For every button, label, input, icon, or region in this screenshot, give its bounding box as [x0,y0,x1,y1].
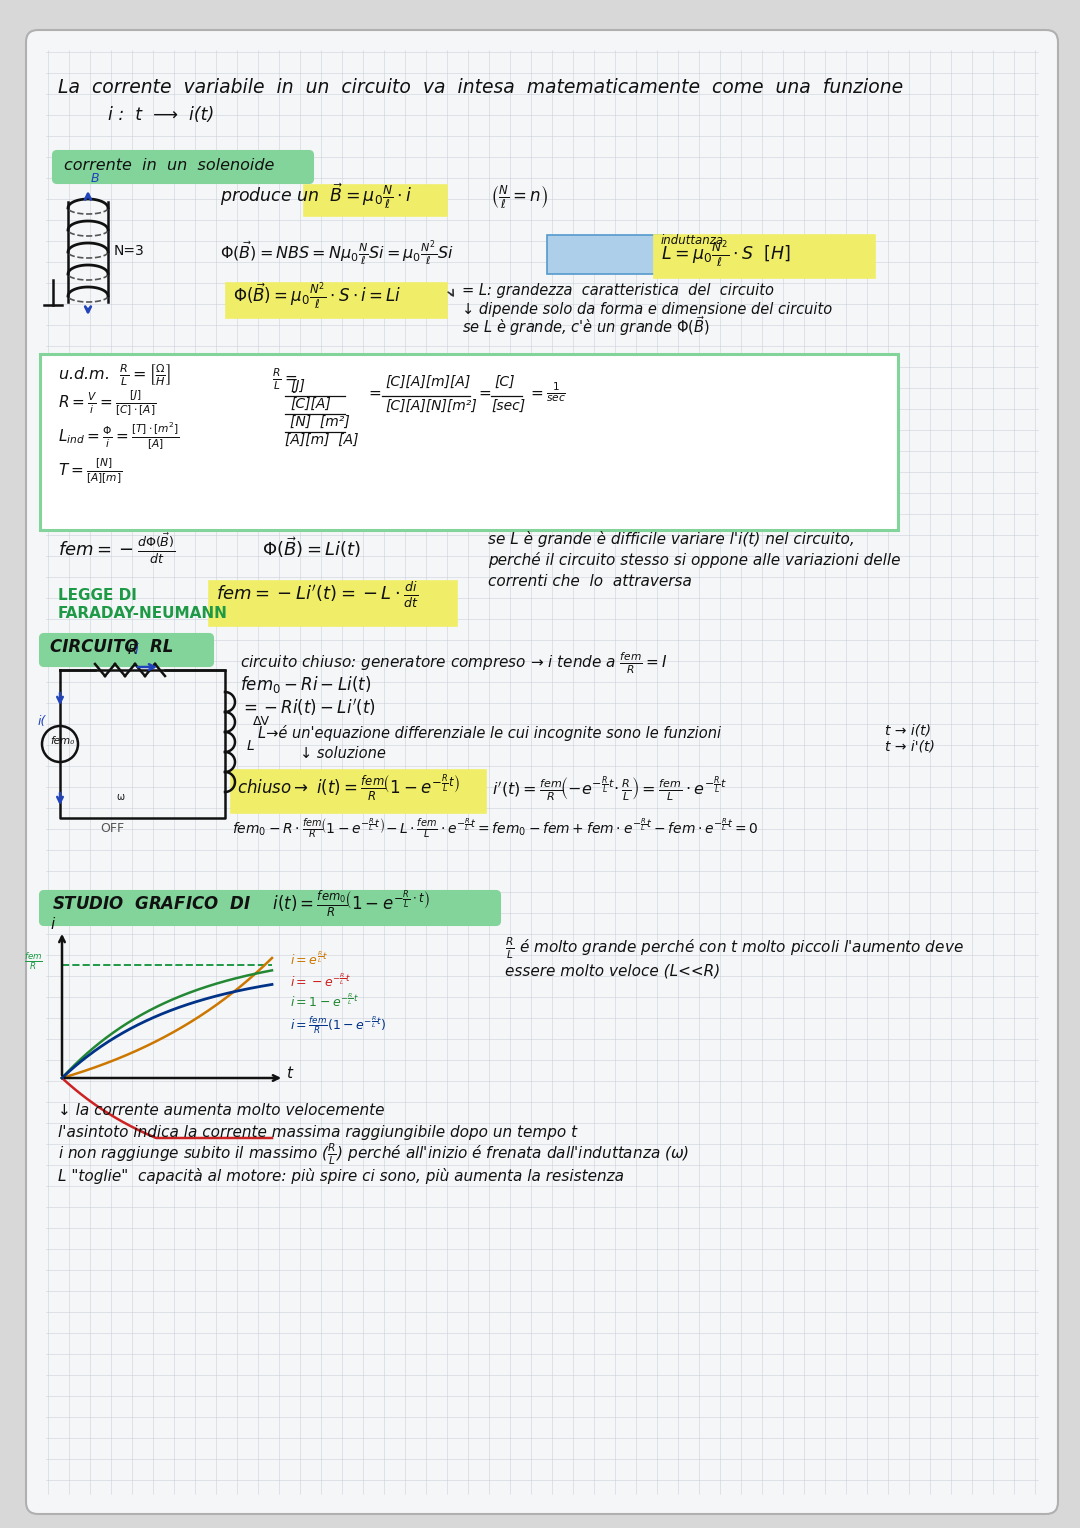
Text: [C]: [C] [494,374,514,390]
Text: $L_{ind}=\frac{\Phi}{i}=\frac{[T]\cdot[m^2]}{[A]}$: $L_{ind}=\frac{\Phi}{i}=\frac{[T]\cdot[m… [58,422,180,452]
Text: perché il circuito stesso si oppone alle variazioni delle: perché il circuito stesso si oppone alle… [488,552,901,568]
Text: ↓ soluzione: ↓ soluzione [300,746,386,761]
Text: $\frac{R}{L}=$: $\frac{R}{L}=$ [272,367,297,393]
Text: $fem_0-Ri-Li(t)$: $fem_0-Ri-Li(t)$ [240,674,372,695]
Text: $fem=-Li'(t)=-L\cdot\frac{di}{dt}$: $fem=-Li'(t)=-L\cdot\frac{di}{dt}$ [216,581,419,610]
Text: $fem_0-R\cdot\frac{fem}{R}\!\left(1-e^{-\frac{R}{L}t}\right)\!-L\cdot\frac{fem}{: $fem_0-R\cdot\frac{fem}{R}\!\left(1-e^{-… [232,817,758,840]
Text: [N]  [m²]: [N] [m²] [291,416,350,429]
Text: $\frac{1}{sec}$: $\frac{1}{sec}$ [546,380,566,405]
FancyBboxPatch shape [53,151,313,183]
Text: $i'(t)=\frac{fem}{R}\!\left(-e^{-\frac{R}{L}t}\!\cdot\frac{R}{L}\right)=\frac{fe: $i'(t)=\frac{fem}{R}\!\left(-e^{-\frac{R… [492,773,727,804]
Text: $\left(\frac{N}{\ell}=n\right)$: $\left(\frac{N}{\ell}=n\right)$ [490,183,548,211]
FancyBboxPatch shape [546,234,672,274]
Text: [sec]: [sec] [491,399,525,413]
FancyBboxPatch shape [26,31,1058,1514]
Text: i non raggiunge subito il massimo ($\frac{R}{L}$) perché all'inizio é frenata da: i non raggiunge subito il massimo ($\fra… [58,1141,689,1167]
Text: t → i'(t): t → i'(t) [885,740,935,753]
Text: $\Phi(\vec{B})=Li(t)$: $\Phi(\vec{B})=Li(t)$ [262,535,361,559]
Text: =: = [478,387,490,400]
Text: [C][A]: [C][A] [291,397,330,411]
Text: CIRCUITO  RL: CIRCUITO RL [50,639,174,656]
Text: induttanza: induttanza [661,234,724,248]
Text: t: t [286,1067,292,1080]
Text: l'asintoto indica la corrente massima raggiungibile dopo un tempo t: l'asintoto indica la corrente massima ra… [58,1125,577,1140]
FancyBboxPatch shape [40,634,213,666]
Text: $i=1-e^{-\frac{R}{L}t}$: $i=1-e^{-\frac{R}{L}t}$ [291,993,359,1010]
Text: [J]: [J] [291,379,305,393]
Text: i :  t  ⟶  i(t): i : t ⟶ i(t) [108,105,214,124]
Text: i(: i( [38,715,46,727]
FancyBboxPatch shape [208,581,457,625]
Text: STUDIO  GRAFICO  DI    $i(t)=\frac{fem_0}{R}\!\left(1-e^{-\frac{R}{L}\cdot t}\ri: STUDIO GRAFICO DI $i(t)=\frac{fem_0}{R}\… [52,888,430,918]
Text: $=-Ri(t)-Li'(t)$: $=-Ri(t)-Li'(t)$ [240,697,376,718]
Text: circuito chiuso: generatore compreso → i tende a $\frac{fem}{R}=I$: circuito chiuso: generatore compreso → i… [240,651,667,677]
Text: FARADAY-NEUMANN: FARADAY-NEUMANN [58,607,228,620]
Text: = L: grandezza  caratteristica  del  circuito: = L: grandezza caratteristica del circui… [462,283,774,298]
FancyBboxPatch shape [40,354,897,530]
Text: L "toglie"  capacità al motore: più spire ci sono, più aumenta la resistenza: L "toglie" capacità al motore: più spire… [58,1167,624,1184]
Text: ΔV: ΔV [253,715,270,727]
FancyBboxPatch shape [40,891,500,924]
Text: i: i [135,643,139,657]
Text: LEGGE DI: LEGGE DI [58,588,137,604]
Text: chiuso$\rightarrow$ $i(t)=\frac{fem}{R}\!\left(1-e^{-\frac{R}{L}t}\right)$: chiuso$\rightarrow$ $i(t)=\frac{fem}{R}\… [237,773,460,804]
Text: La  corrente  variabile  in  un  circuito  va  intesa  matematicamente  come  un: La corrente variabile in un circuito va … [58,78,903,96]
Text: produce un  $\vec{B}=\mu_0\frac{N}{\ell}\cdot i$: produce un $\vec{B}=\mu_0\frac{N}{\ell}\… [220,182,413,211]
Text: fem₀: fem₀ [50,736,75,746]
Text: $i=-e^{-\frac{R}{L}t}$: $i=-e^{-\frac{R}{L}t}$ [291,973,351,990]
Text: [C][A][m][A]: [C][A][m][A] [384,374,470,390]
Text: $i=e^{\frac{R}{L}t}$: $i=e^{\frac{R}{L}t}$ [291,950,328,969]
Text: $L=\mu_0\frac{N^2}{\ell}\cdot S\ \ [H]$: $L=\mu_0\frac{N^2}{\ell}\cdot S\ \ [H]$ [661,238,791,269]
Text: =: = [368,387,381,400]
Text: ↓ dipende solo da forma e dimensione del circuito: ↓ dipende solo da forma e dimensione del… [462,303,833,316]
Text: $\Phi(\vec{B})=\mu_0\frac{N^2}{\ell}\cdot S\cdot i=Li$: $\Phi(\vec{B})=\mu_0\frac{N^2}{\ell}\cdo… [233,281,402,312]
Text: $i=\frac{fem}{R}(1-e^{-\frac{R}{L}t})$: $i=\frac{fem}{R}(1-e^{-\frac{R}{L}t})$ [291,1013,386,1036]
FancyBboxPatch shape [226,283,446,318]
Text: B: B [91,173,99,185]
Text: se L è grande è difficile variare l'i(t) nel circuito,: se L è grande è difficile variare l'i(t)… [488,532,854,547]
Text: $fem=-\frac{d\Phi(\vec{B})}{dt}$: $fem=-\frac{d\Phi(\vec{B})}{dt}$ [58,532,176,565]
FancyBboxPatch shape [653,234,875,278]
Text: correnti che  lo  attraversa: correnti che lo attraversa [488,575,692,588]
Text: ↓ la corrente aumenta molto velocemente: ↓ la corrente aumenta molto velocemente [58,1103,384,1118]
Text: L: L [247,740,255,753]
Text: $\frac{R}{L}$ é molto grande perché con t molto piccoli l'aumento deve: $\frac{R}{L}$ é molto grande perché con … [505,935,963,961]
Text: $\frac{fem}{R}$: $\frac{fem}{R}$ [24,950,43,972]
Text: se L è grande, c'è un grande $\Phi(\vec{B})$: se L è grande, c'è un grande $\Phi(\vec{… [462,315,710,338]
Text: corrente  in  un  solenoide: corrente in un solenoide [64,157,274,173]
Text: OFF: OFF [100,822,124,834]
Text: L→é un'equazione differenziale le cui incognite sono le funzioni: L→é un'equazione differenziale le cui in… [258,724,721,741]
Text: $R=\frac{V}{i}=\frac{[J]}{[C]\cdot[A]}$: $R=\frac{V}{i}=\frac{[J]}{[C]\cdot[A]}$ [58,390,157,419]
Text: t → i(t): t → i(t) [885,724,931,738]
Text: [C][A][N][m²]: [C][A][N][m²] [384,399,476,413]
Text: =: = [530,387,543,400]
Text: [A][m]  [A]: [A][m] [A] [285,432,359,448]
FancyBboxPatch shape [303,185,446,215]
Text: i: i [50,917,54,932]
Text: $T=\frac{[N]}{[A][m]}$: $T=\frac{[N]}{[A][m]}$ [58,457,122,486]
Text: essere molto veloce (L<<R): essere molto veloce (L<<R) [505,963,720,978]
Text: R: R [129,643,137,657]
Text: ω: ω [116,792,124,802]
Text: $\Phi(\vec{B})=NBS=N\mu_0\frac{N}{\ell}Si=\mu_0\frac{N^2}{\ell}Si$: $\Phi(\vec{B})=NBS=N\mu_0\frac{N}{\ell}S… [220,238,454,267]
Text: N=3: N=3 [114,244,145,258]
Text: u.d.m.  $\frac{R}{L}=\left[\frac{\Omega}{H}\right]$: u.d.m. $\frac{R}{L}=\left[\frac{\Omega}{… [58,362,172,388]
FancyBboxPatch shape [230,770,486,813]
